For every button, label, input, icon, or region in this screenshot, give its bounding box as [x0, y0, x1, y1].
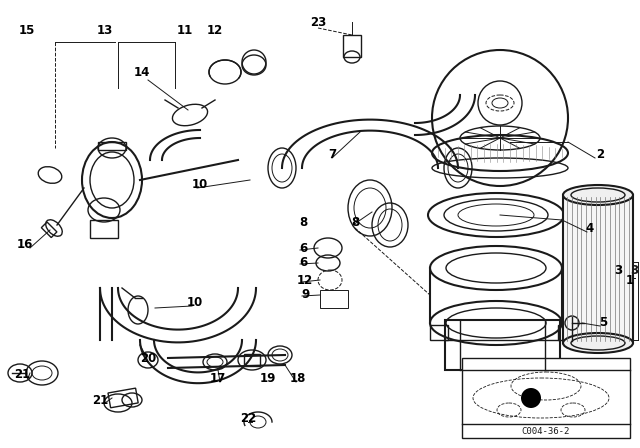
Bar: [108, 388, 138, 408]
Bar: [445, 320, 560, 370]
Text: 17: 17: [210, 371, 226, 384]
Bar: [42, 222, 57, 237]
Text: 20: 20: [140, 352, 156, 365]
Ellipse shape: [563, 185, 633, 205]
Text: 8: 8: [299, 215, 307, 228]
Text: 12: 12: [207, 23, 223, 36]
Text: 22: 22: [240, 412, 256, 425]
Text: 1: 1: [626, 273, 634, 287]
Text: 14: 14: [134, 65, 150, 78]
Bar: [320, 290, 348, 308]
Bar: [343, 35, 361, 57]
Text: 15: 15: [19, 23, 35, 36]
Text: 21: 21: [92, 393, 108, 406]
Text: C004-36-2: C004-36-2: [522, 426, 570, 435]
Text: 23: 23: [310, 16, 326, 29]
Text: 3: 3: [614, 263, 622, 276]
Text: 12: 12: [297, 273, 313, 287]
Text: 10: 10: [192, 178, 208, 191]
Text: 16: 16: [17, 238, 33, 251]
Bar: [98, 142, 126, 150]
Text: 11: 11: [177, 23, 193, 36]
Text: 5: 5: [599, 316, 607, 329]
Text: 4: 4: [586, 221, 594, 234]
Bar: [558, 325, 576, 340]
Text: 7: 7: [328, 148, 336, 161]
Bar: [90, 220, 118, 238]
Bar: [462, 358, 630, 438]
Text: 18: 18: [290, 371, 306, 384]
Bar: [430, 325, 448, 340]
Text: 19: 19: [260, 371, 276, 384]
Text: 2: 2: [596, 148, 604, 161]
Text: 6: 6: [299, 241, 307, 254]
Circle shape: [521, 388, 541, 408]
Text: 3: 3: [630, 263, 638, 276]
Text: 13: 13: [97, 23, 113, 36]
Ellipse shape: [563, 333, 633, 353]
Bar: [563, 195, 633, 343]
Text: 21: 21: [14, 369, 30, 382]
Text: 8: 8: [351, 215, 359, 228]
Text: 9: 9: [301, 289, 309, 302]
Bar: [244, 354, 260, 366]
Text: 10: 10: [187, 297, 203, 310]
Text: 6: 6: [299, 255, 307, 268]
